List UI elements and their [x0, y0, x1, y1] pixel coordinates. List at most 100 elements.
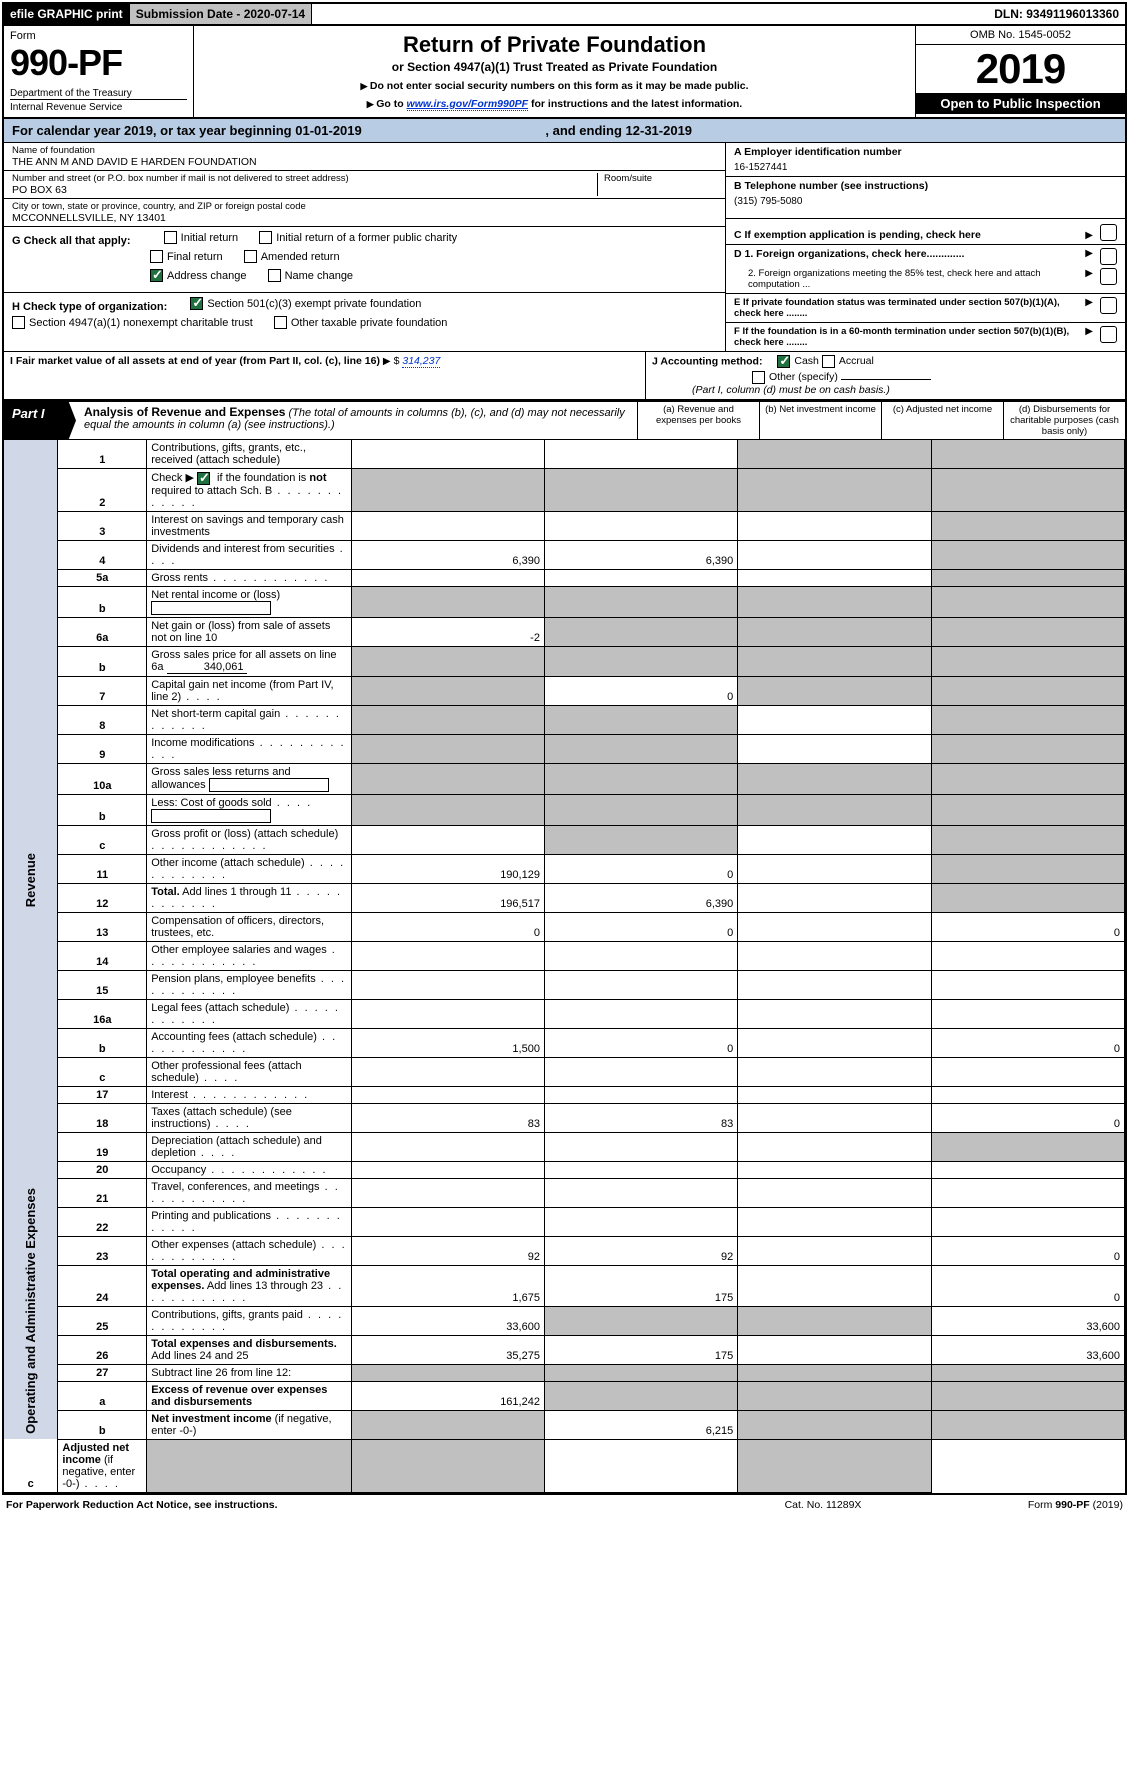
table-row: 5aGross rents — [4, 569, 1125, 586]
submission-date: Submission Date - 2020-07-14 — [130, 4, 312, 24]
row-number: 10a — [58, 763, 147, 794]
ck-accrual[interactable] — [822, 355, 835, 368]
row-desc: Total. Add lines 1 through 11 — [147, 883, 351, 912]
cell-a: -2 — [351, 617, 544, 646]
cell-d — [931, 1381, 1124, 1410]
check-G: G Check all that apply: Initial return I… — [4, 227, 725, 293]
ck-4947[interactable] — [12, 316, 25, 329]
cell-d — [931, 1161, 1124, 1178]
info-section: Name of foundation THE ANN M AND DAVID E… — [4, 143, 1125, 351]
cell-c — [738, 1410, 931, 1439]
row-number: 14 — [58, 941, 147, 970]
cell-a: 196,517 — [351, 883, 544, 912]
check-H: H Check type of organization: Section 50… — [4, 293, 725, 339]
lbl-othertax: Other taxable private foundation — [291, 317, 448, 329]
cell-b — [544, 1306, 737, 1335]
cell-b — [544, 794, 737, 825]
ck-initial-former[interactable] — [259, 231, 272, 244]
field-A: A Employer identification number 16-1527… — [726, 143, 1125, 177]
info-left: Name of foundation THE ANN M AND DAVID E… — [4, 143, 725, 351]
header-note1: Do not enter social security numbers on … — [200, 80, 909, 92]
b-value: (315) 795-5080 — [734, 196, 1117, 207]
c-label: C If exemption application is pending, c… — [734, 229, 1085, 241]
cell-a — [351, 1161, 544, 1178]
ck-D2[interactable] — [1100, 268, 1117, 285]
cell-a — [351, 440, 544, 469]
table-row: 24Total operating and administrative exp… — [4, 1265, 1125, 1306]
cell-c — [738, 1028, 931, 1057]
ck-D1[interactable] — [1100, 248, 1117, 265]
caly-mid: , and ending — [545, 123, 625, 138]
ck-initial-return[interactable] — [164, 231, 177, 244]
header-left: Form 990-PF Department of the Treasury I… — [4, 26, 194, 117]
field-F: F If the foundation is in a 60-month ter… — [726, 323, 1125, 351]
table-row: 9Income modifications — [4, 734, 1125, 763]
row-desc: Excess of revenue over expenses and disb… — [147, 1381, 351, 1410]
ck-other[interactable] — [752, 371, 765, 384]
row-number: 3 — [58, 511, 147, 540]
ck-501c3[interactable] — [190, 297, 203, 310]
row-number: c — [4, 1439, 58, 1492]
ck-final[interactable] — [150, 250, 163, 263]
i-label: I Fair market value of all assets at end… — [10, 355, 380, 367]
cell-c — [738, 1132, 931, 1161]
info-right: A Employer identification number 16-1527… — [725, 143, 1125, 351]
row-number: 20 — [58, 1161, 147, 1178]
row-desc: Dividends and interest from securities — [147, 540, 351, 569]
cell-d — [931, 763, 1124, 794]
row-number: 25 — [58, 1306, 147, 1335]
table-row: 16aLegal fees (attach schedule) — [4, 999, 1125, 1028]
lbl-initial: Initial return — [181, 232, 238, 244]
cell-b: 0 — [544, 1028, 737, 1057]
table-row: 7Capital gain net income (from Part IV, … — [4, 676, 1125, 705]
cell-b — [544, 941, 737, 970]
part-title: Analysis of Revenue and Expenses (The to… — [76, 402, 637, 439]
other-specify-line[interactable] — [841, 379, 931, 380]
ck-F[interactable] — [1100, 326, 1117, 343]
cell-d — [931, 854, 1124, 883]
cell-c — [738, 1236, 931, 1265]
cell-c — [738, 617, 931, 646]
cell-b: 0 — [544, 854, 737, 883]
d2-label: 2. Foreign organizations meeting the 85%… — [734, 268, 1085, 290]
table-row: 8Net short-term capital gain — [4, 705, 1125, 734]
room-label: Room/suite — [604, 173, 717, 184]
cell-c — [738, 970, 931, 999]
cell-c — [738, 1207, 931, 1236]
ck-E[interactable] — [1100, 297, 1117, 314]
cell-a — [351, 705, 544, 734]
cell-c — [738, 469, 931, 512]
ck-C[interactable] — [1100, 224, 1117, 241]
table-row: 19Depreciation (attach schedule) and dep… — [4, 1132, 1125, 1161]
cell-d: 0 — [931, 1028, 1124, 1057]
table-row: 12Total. Add lines 1 through 11196,5176,… — [4, 883, 1125, 912]
cell-a — [351, 763, 544, 794]
row-desc: Other income (attach schedule) — [147, 854, 351, 883]
irs-label: Internal Revenue Service — [10, 99, 187, 113]
row-desc: Contributions, gifts, grants paid — [147, 1306, 351, 1335]
col-d: (d) Disbursements for charitable purpose… — [1003, 402, 1125, 439]
cell-b — [544, 970, 737, 999]
cell-d — [931, 999, 1124, 1028]
cell-d — [931, 676, 1124, 705]
ck-name-change[interactable] — [268, 269, 281, 282]
e-label: E If private foundation status was termi… — [734, 297, 1085, 319]
arrow-icon — [1085, 268, 1096, 290]
table-row: 18Taxes (attach schedule) (see instructi… — [4, 1103, 1125, 1132]
ck-othertaxable[interactable] — [274, 316, 287, 329]
ck-amended[interactable] — [244, 250, 257, 263]
ck-cash[interactable] — [777, 355, 790, 368]
irs-link[interactable]: www.irs.gov/Form990PF — [407, 98, 529, 111]
cell-c — [738, 1364, 931, 1381]
name-label: Name of foundation — [12, 145, 717, 156]
part-col-headers: (a) Revenue and expenses per books (b) N… — [637, 402, 1125, 439]
cell-a — [351, 999, 544, 1028]
dept-treasury: Department of the Treasury — [10, 88, 187, 99]
ck-address-change[interactable] — [150, 269, 163, 282]
table-row: aExcess of revenue over expenses and dis… — [4, 1381, 1125, 1410]
i-value[interactable]: 314,237 — [402, 355, 440, 368]
ck-schB[interactable] — [197, 472, 210, 485]
foundation-name-field: Name of foundation THE ANN M AND DAVID E… — [4, 143, 725, 171]
cell-d: 33,600 — [931, 1306, 1124, 1335]
row-desc: Net investment income (if negative, ente… — [147, 1410, 351, 1439]
